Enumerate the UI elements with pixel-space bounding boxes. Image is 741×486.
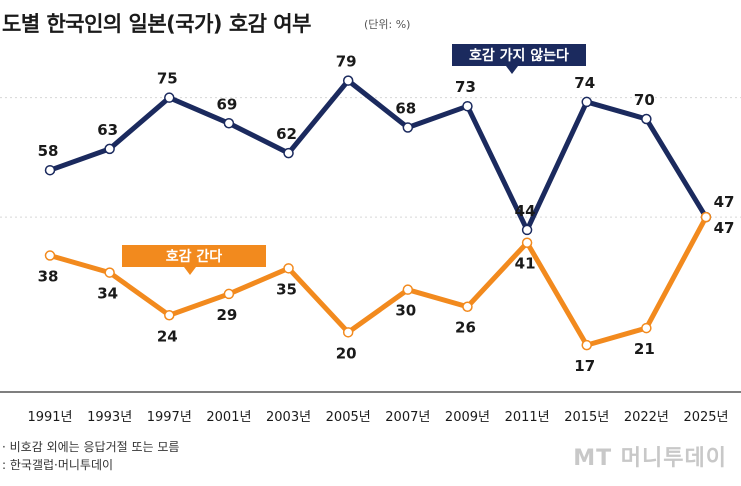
data-label: 74	[574, 74, 595, 92]
chart-title: 도별 한국인의 일본(국가) 호감 여부	[2, 12, 311, 36]
data-label: 30	[395, 302, 416, 320]
data-label: 38	[38, 268, 59, 286]
data-label: 29	[216, 306, 237, 324]
x-tick-label: 2025년	[683, 410, 728, 425]
footnote-source: : 한국갤럽·머니투데이	[2, 458, 114, 472]
x-axis-ticks: 1991년 1993년 1997년 2001년 2003년 2005년 2007년 2009년…	[27, 410, 728, 425]
series-label-favorable-bg	[122, 245, 266, 267]
x-tick-label: 1993년	[87, 410, 132, 425]
data-label: 17	[574, 357, 595, 375]
series-label-not-favorable-pointer	[506, 66, 518, 74]
x-tick-label: 2001년	[206, 410, 251, 425]
data-label: 68	[395, 100, 416, 118]
data-label: 62	[276, 125, 297, 143]
series-line-favorable	[47, 214, 709, 348]
data-label: 24	[157, 327, 178, 345]
data-label: 63	[97, 121, 118, 139]
data-label: 69	[216, 95, 237, 113]
data-point	[104, 143, 115, 155]
data-point	[402, 284, 414, 295]
label-layer: 58 63 75 69 62 79 68 73 44 74 70 47 38 34 24 29 35 20 30 26…	[38, 53, 735, 376]
data-point	[283, 147, 294, 159]
data-point	[462, 100, 473, 112]
data-label: 44	[515, 202, 536, 220]
data-point	[164, 310, 175, 321]
data-label: 58	[38, 142, 59, 160]
x-tick-label: 2007년	[385, 410, 430, 425]
data-point	[342, 75, 354, 86]
x-tick-label: 2011년	[505, 410, 550, 425]
series-line-not-favorable	[47, 78, 709, 233]
data-point	[581, 96, 592, 108]
x-tick-label: 2009년	[445, 410, 490, 425]
x-tick-label: 2005년	[326, 410, 371, 425]
data-label: 20	[336, 344, 357, 362]
data-label: 41	[515, 255, 536, 273]
x-tick-label: 2015년	[564, 410, 609, 425]
data-point	[402, 122, 414, 133]
grid-layer	[0, 97, 741, 393]
series-label-favorable-pointer	[184, 267, 196, 275]
data-point	[641, 113, 652, 125]
x-tick-label: 2003년	[266, 410, 311, 425]
x-tick-label: 1997년	[147, 410, 192, 425]
x-tick-label: 2022년	[624, 410, 669, 425]
chart-unit: (단위: %)	[364, 18, 411, 31]
data-point	[700, 211, 712, 223]
data-label: 47	[714, 193, 735, 211]
footnote-note: · 비호감 외에는 응답거절 또는 모름	[2, 440, 180, 454]
series-layer	[44, 75, 712, 351]
data-label: 34	[97, 285, 118, 303]
data-point	[223, 118, 235, 129]
data-label: 35	[276, 280, 297, 298]
data-point	[641, 322, 652, 334]
data-point	[283, 263, 294, 274]
data-point	[342, 327, 354, 338]
x-tick-label: 1991년	[27, 410, 72, 425]
data-label: 79	[336, 53, 357, 71]
data-point	[521, 237, 533, 248]
data-label: 47	[714, 219, 735, 237]
watermark-logo: MT 머니투데이	[573, 446, 727, 471]
series-label-not-favorable: 호감 가지 않는다	[452, 44, 586, 74]
data-point	[462, 301, 473, 312]
data-label: 75	[157, 70, 178, 88]
series-label-not-favorable-text: 호감 가지 않는다	[469, 47, 569, 64]
series-label-favorable-text: 호감 간다	[166, 248, 223, 265]
data-point	[44, 164, 56, 176]
series-label-not-favorable-bg	[452, 44, 586, 66]
data-label: 73	[455, 78, 476, 96]
data-point	[104, 267, 115, 278]
data-label: 26	[455, 319, 476, 337]
data-point	[44, 250, 56, 261]
data-point	[164, 92, 175, 103]
data-label: 21	[634, 340, 655, 358]
data-label: 70	[634, 91, 655, 109]
data-point	[521, 224, 533, 236]
data-point	[223, 288, 235, 300]
series-label-favorable: 호감 간다	[122, 245, 266, 275]
footnote: · 비호감 외에는 응답거절 또는 모름 : 한국갤럽·머니투데이	[2, 438, 179, 474]
data-point	[581, 339, 592, 351]
